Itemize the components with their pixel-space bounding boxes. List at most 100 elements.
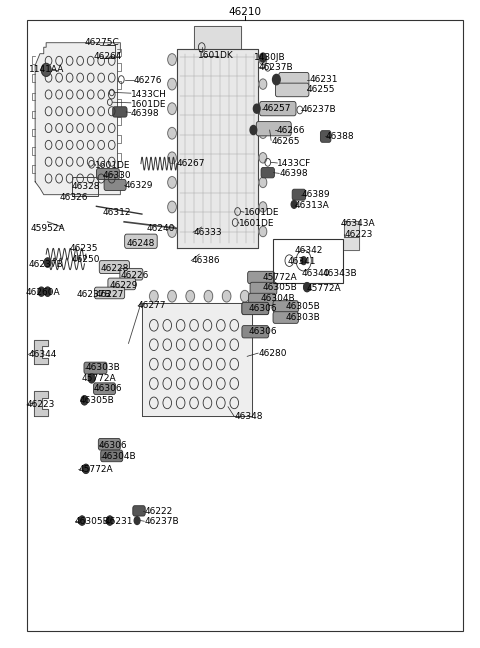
Text: 46264: 46264 [93, 52, 121, 62]
Circle shape [168, 152, 176, 164]
FancyBboxPatch shape [273, 301, 299, 312]
Text: 46348: 46348 [234, 412, 263, 421]
Text: 46237B: 46237B [144, 516, 179, 526]
Text: 46226: 46226 [120, 271, 149, 280]
Circle shape [259, 79, 267, 89]
FancyBboxPatch shape [120, 268, 143, 280]
Circle shape [259, 153, 267, 163]
Text: 46267: 46267 [177, 159, 205, 168]
Text: 46329: 46329 [124, 181, 153, 190]
Text: 46237B: 46237B [258, 63, 293, 72]
Polygon shape [34, 340, 48, 364]
Bar [72, 176, 98, 196]
Text: 46260A: 46260A [25, 288, 60, 297]
Text: 46237B: 46237B [28, 260, 63, 269]
Text: 46257: 46257 [263, 104, 291, 113]
Polygon shape [344, 237, 359, 250]
Text: 46303B: 46303B [286, 313, 320, 322]
FancyBboxPatch shape [261, 168, 275, 178]
Text: 46343A: 46343A [340, 219, 375, 228]
Text: 46304B: 46304B [260, 294, 295, 303]
FancyBboxPatch shape [260, 102, 296, 116]
FancyBboxPatch shape [125, 234, 157, 248]
Text: 46343B: 46343B [323, 269, 357, 278]
Circle shape [259, 202, 267, 212]
FancyBboxPatch shape [249, 294, 276, 306]
Text: 46306: 46306 [249, 304, 277, 313]
Text: 1601DE: 1601DE [239, 219, 275, 228]
Text: 45772A: 45772A [307, 284, 342, 293]
Text: 1141AA: 1141AA [29, 65, 65, 75]
Circle shape [168, 176, 176, 188]
Circle shape [304, 283, 311, 292]
Text: 46344: 46344 [28, 350, 57, 359]
Text: 46306: 46306 [249, 327, 277, 336]
Text: 46328: 46328 [72, 183, 100, 191]
FancyBboxPatch shape [242, 325, 269, 338]
Circle shape [168, 290, 176, 302]
Text: 46389: 46389 [301, 190, 330, 199]
Text: 46303B: 46303B [85, 364, 120, 373]
FancyBboxPatch shape [250, 283, 277, 295]
Circle shape [81, 396, 88, 405]
Text: 45772A: 45772A [79, 465, 113, 474]
Circle shape [273, 75, 280, 85]
Circle shape [168, 128, 176, 139]
Text: 46333: 46333 [193, 227, 222, 237]
Text: 46229: 46229 [110, 281, 138, 290]
Circle shape [260, 53, 266, 62]
Bar [273, 238, 343, 283]
FancyBboxPatch shape [242, 303, 269, 315]
Text: 45952A: 45952A [31, 224, 65, 233]
Polygon shape [34, 391, 48, 416]
Circle shape [38, 287, 45, 296]
Text: 46305B: 46305B [263, 283, 298, 292]
Circle shape [79, 516, 85, 525]
Circle shape [291, 200, 297, 208]
Text: 1601DE: 1601DE [95, 161, 130, 170]
Text: 46342: 46342 [294, 246, 323, 255]
Text: 46265: 46265 [271, 137, 300, 146]
Text: 46312: 46312 [102, 208, 131, 217]
Text: 46276: 46276 [134, 76, 162, 86]
FancyBboxPatch shape [273, 312, 299, 323]
Circle shape [222, 290, 231, 302]
Text: 46341: 46341 [288, 257, 316, 266]
Circle shape [41, 64, 51, 76]
Circle shape [253, 104, 260, 113]
Text: 46388: 46388 [325, 132, 354, 141]
Circle shape [168, 54, 176, 65]
Polygon shape [344, 220, 359, 237]
Circle shape [83, 465, 89, 474]
Circle shape [168, 78, 176, 90]
Circle shape [259, 54, 267, 65]
Text: 46398: 46398 [131, 110, 159, 119]
FancyBboxPatch shape [248, 272, 275, 284]
Circle shape [259, 177, 267, 187]
FancyBboxPatch shape [101, 450, 123, 462]
Text: 1601DK: 1601DK [198, 51, 234, 60]
Text: 1601DE: 1601DE [244, 208, 279, 217]
FancyBboxPatch shape [104, 179, 126, 191]
Text: 46313A: 46313A [295, 201, 330, 210]
Circle shape [44, 287, 51, 296]
FancyBboxPatch shape [242, 303, 269, 315]
Text: 46223: 46223 [27, 400, 55, 410]
Circle shape [134, 516, 140, 524]
FancyBboxPatch shape [99, 260, 130, 273]
Circle shape [168, 201, 176, 213]
Text: 46275C: 46275C [84, 38, 119, 47]
FancyBboxPatch shape [321, 131, 331, 143]
FancyBboxPatch shape [279, 73, 309, 87]
Circle shape [186, 290, 194, 302]
Circle shape [150, 290, 158, 302]
Text: 46222: 46222 [144, 507, 172, 516]
Text: 46340: 46340 [301, 269, 330, 278]
FancyBboxPatch shape [96, 168, 120, 179]
Text: 46248: 46248 [127, 238, 155, 248]
Text: 46231: 46231 [310, 75, 338, 84]
FancyBboxPatch shape [98, 439, 120, 450]
Text: 46235: 46235 [69, 244, 97, 253]
Circle shape [240, 290, 249, 302]
Circle shape [259, 128, 267, 139]
